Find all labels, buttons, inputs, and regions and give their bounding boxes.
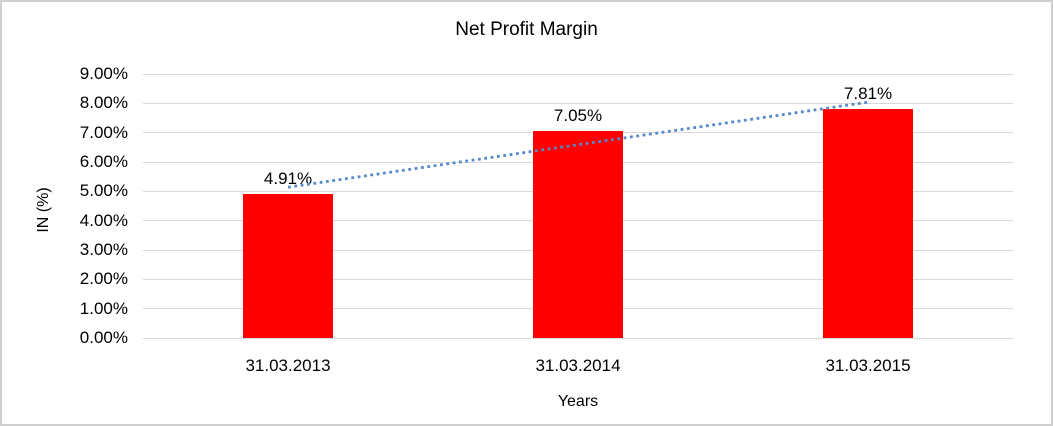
y-tick-label: 8.00% — [79, 93, 128, 113]
y-tick-label: 1.00% — [79, 298, 128, 318]
y-tick-label: 7.00% — [79, 122, 128, 142]
x-tick-label: 31.03.2014 — [535, 356, 621, 375]
y-tick-label: 0.00% — [79, 328, 128, 347]
bar-31.03.2013 — [243, 193, 333, 338]
y-tick-label: 5.00% — [79, 181, 128, 201]
chart-title: Net Profit Margin — [455, 19, 598, 40]
y-tick-label: 4.00% — [79, 210, 128, 230]
y-tick-label: 9.00% — [79, 64, 128, 83]
gridline-9.00% — [143, 73, 1013, 75]
y-tick-label: 6.00% — [79, 152, 128, 171]
bar-value-label: 4.91% — [263, 168, 313, 188]
bar-value-label: 7.05% — [553, 106, 603, 126]
bar-31.03.2014 — [533, 131, 623, 338]
bar-value-label: 7.81% — [843, 83, 893, 103]
x-tick-label: 31.03.2013 — [245, 356, 331, 375]
y-tick-label: 3.00% — [79, 240, 128, 259]
x-axis-title: Years — [557, 393, 599, 410]
gridline-0.00% — [143, 337, 1013, 339]
x-tick-label: 31.03.2015 — [825, 356, 911, 375]
y-tick-label: 2.00% — [79, 269, 128, 289]
bar-31.03.2015 — [823, 108, 913, 338]
